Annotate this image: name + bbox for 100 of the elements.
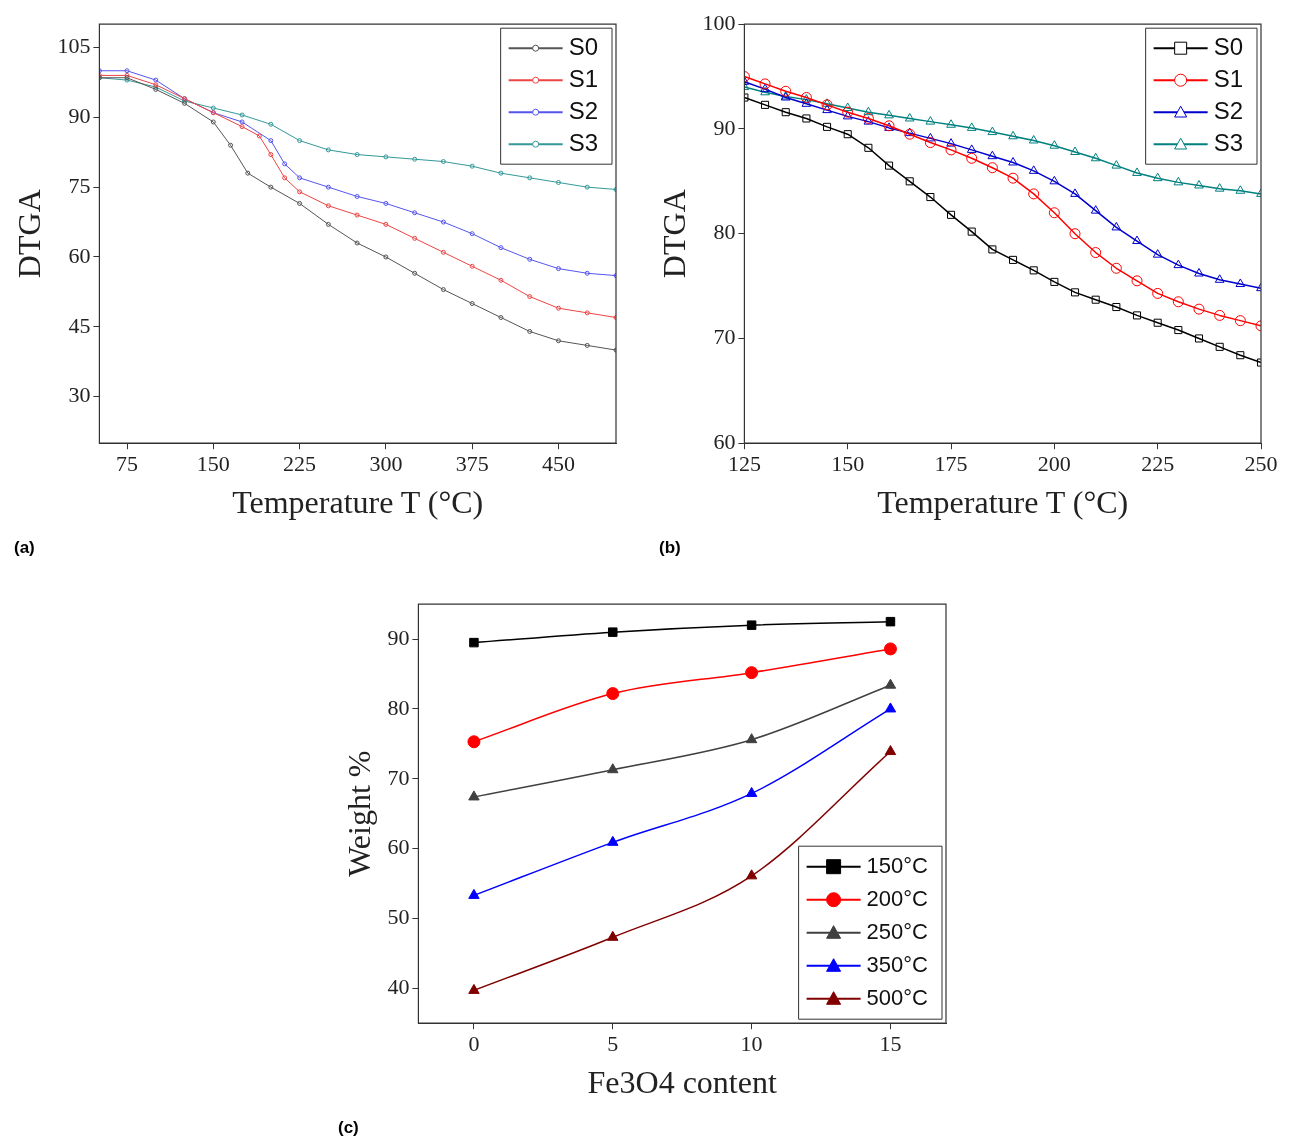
x-tick-label: 300 [369, 451, 403, 477]
point [883, 642, 897, 656]
point [1172, 296, 1184, 308]
y-tick-label: 60 [713, 428, 736, 454]
y-tick-label: 90 [68, 103, 91, 129]
point [468, 983, 480, 994]
point [1194, 180, 1204, 189]
x-tick-label: 175 [934, 451, 968, 477]
point [1112, 302, 1121, 312]
point [885, 161, 894, 170]
point [987, 150, 998, 160]
point [801, 98, 812, 107]
point [1110, 262, 1122, 274]
y-tick-label: 100 [702, 9, 736, 35]
point [1234, 315, 1246, 327]
point [884, 678, 897, 689]
point [822, 98, 832, 107]
point [1048, 207, 1060, 219]
y-tick-label: 40 [387, 974, 410, 1000]
point [746, 620, 757, 630]
y-axis-title: DTGA [655, 189, 692, 279]
point [1236, 351, 1245, 360]
point [1007, 172, 1019, 184]
legend-label: S2 [568, 96, 598, 124]
y-tick-label: 70 [387, 764, 410, 790]
point [1132, 235, 1142, 245]
legend-label: S1 [568, 64, 598, 92]
y-tick-label: 80 [713, 219, 736, 245]
point [862, 112, 874, 124]
y-tick-label: 105 [57, 33, 91, 59]
x-tick-label: 15 [879, 1031, 902, 1057]
x-tick-label: 5 [607, 1031, 619, 1057]
x-tick-label: 75 [116, 451, 139, 477]
point [1028, 188, 1040, 200]
y-tick-label: 75 [68, 172, 91, 198]
legend-label: 500°C [866, 984, 929, 1010]
legend-label: 150°C [866, 852, 929, 878]
point [967, 227, 976, 236]
legend-label: 250°C [866, 918, 929, 944]
point [1215, 342, 1224, 351]
y-tick-label: 60 [68, 242, 91, 268]
legend-label: S0 [568, 32, 598, 60]
point [1152, 287, 1164, 299]
point [966, 122, 977, 131]
point [946, 119, 956, 128]
legend-label: 350°C [866, 951, 929, 977]
point [1091, 295, 1100, 304]
point [884, 702, 897, 713]
y-tick-label: 70 [713, 324, 736, 350]
point [966, 152, 978, 164]
point [1090, 247, 1102, 259]
x-tick-label: 150 [831, 451, 865, 477]
point [607, 835, 619, 846]
point [843, 130, 852, 139]
point [1008, 156, 1018, 166]
legend-label: S3 [568, 128, 598, 156]
point [467, 735, 481, 749]
legend-label: S3 [1213, 128, 1243, 156]
point [1070, 188, 1080, 197]
point [1174, 326, 1183, 335]
legend-label: S0 [1213, 32, 1243, 60]
point [926, 193, 935, 202]
x-tick-label: 225 [1141, 451, 1175, 477]
point [781, 108, 790, 117]
point [1050, 277, 1059, 286]
point [780, 85, 792, 97]
point [925, 116, 936, 125]
point [1069, 228, 1081, 240]
point [884, 745, 897, 756]
point [842, 102, 853, 111]
y-tick-label: 90 [713, 114, 736, 140]
point [1049, 175, 1060, 185]
y-axis-title: Weight % [340, 750, 377, 877]
point [821, 99, 833, 111]
legend-label: 200°C [866, 885, 929, 911]
point [864, 143, 873, 152]
point [823, 122, 832, 131]
point [1111, 221, 1122, 231]
point [947, 210, 956, 219]
x-tick-label: 450 [541, 451, 575, 477]
point [468, 888, 480, 899]
point [863, 106, 874, 116]
point [1214, 274, 1225, 283]
legend-label: S1 [1213, 64, 1243, 92]
point [1173, 176, 1184, 186]
y-tick-label: 80 [387, 694, 410, 720]
point [802, 114, 811, 123]
point [1111, 160, 1122, 169]
point [924, 137, 936, 149]
point [1214, 183, 1225, 192]
point [1235, 278, 1246, 287]
point [986, 162, 998, 174]
point [1194, 334, 1204, 343]
point [1235, 185, 1246, 194]
point [1173, 259, 1184, 269]
text: (b) [658, 538, 682, 558]
point [1132, 311, 1142, 320]
point [469, 637, 479, 648]
point [988, 245, 997, 254]
point [842, 110, 853, 120]
